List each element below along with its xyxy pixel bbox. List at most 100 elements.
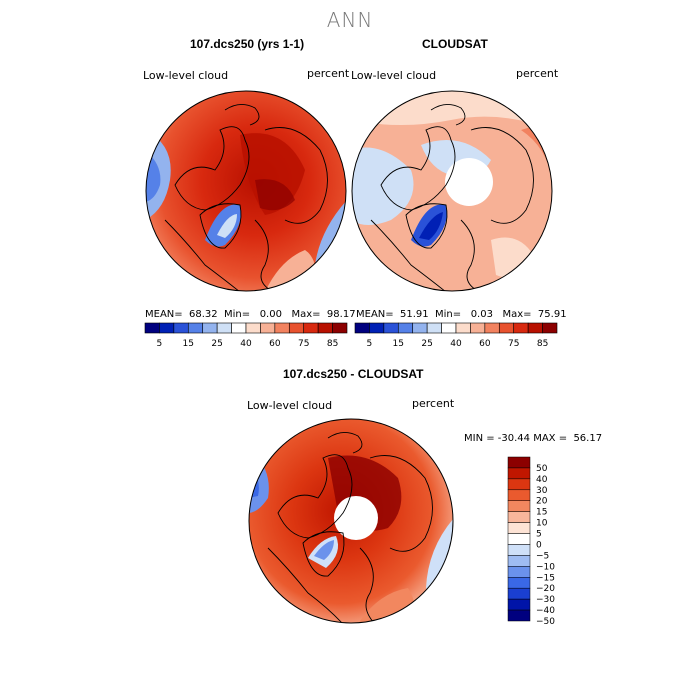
colorbar-swatch <box>507 566 531 578</box>
colorbar-swatch <box>144 322 160 334</box>
colorbar-tick-label: −40 <box>536 606 555 616</box>
panel2-colorbar-swatches <box>354 322 558 334</box>
panel2-variable: Low-level cloud <box>351 69 437 82</box>
colorbar-swatch <box>369 322 385 334</box>
colorbar-tick-label: 15 <box>183 339 194 348</box>
colorbar-swatch <box>159 322 175 334</box>
panel2-max-value: 75.91 <box>537 309 567 320</box>
colorbar-swatch <box>231 322 247 334</box>
colorbar-swatch <box>173 322 189 334</box>
colorbar-swatch <box>507 577 531 589</box>
colorbar-swatch <box>397 322 414 334</box>
colorbar-tick-label: 40 <box>536 475 548 485</box>
colorbar-tick-label: 40 <box>240 339 252 348</box>
colorbar-swatch <box>507 522 531 534</box>
colorbar-swatch <box>507 533 531 545</box>
colorbar-swatch <box>507 489 531 501</box>
colorbar-tick-label: 15 <box>393 339 404 348</box>
colorbar-swatch <box>507 511 531 523</box>
colorbar-tick-label: 5 <box>157 339 163 348</box>
panel2-title: CLOUDSAT <box>422 37 488 51</box>
colorbar-swatch <box>332 322 348 334</box>
panel2-stats: MEAN= 51.91 Min= 0.03 Max= 75.91 <box>356 309 567 320</box>
panel2-colorbar-labels: 515254060758595 <box>367 339 549 348</box>
colorbar-swatch <box>513 322 529 334</box>
panel2-units: percent <box>516 67 559 80</box>
colorbar-swatch <box>507 467 531 480</box>
colorbar-tick-label: 25 <box>421 339 432 348</box>
colorbar-swatch <box>507 609 531 622</box>
panel1-max-label: Max= <box>291 309 321 320</box>
colorbar-swatch <box>288 322 305 334</box>
panel1-colorbar-labels: 515254060758595 <box>157 339 339 348</box>
panel1-min-label: Min= <box>224 309 251 320</box>
panel1-colorbar-swatches <box>144 322 348 334</box>
colorbar-swatch <box>507 500 531 512</box>
colorbar-tick-label: −30 <box>536 595 555 605</box>
panel1-max-value: 98.17 <box>326 309 356 320</box>
colorbar-tick-label: 5 <box>536 530 542 540</box>
panel2-colorbar: 515254060758595 <box>354 322 558 348</box>
colorbar-tick-label: 60 <box>269 339 281 348</box>
panel2-min-value: 0.03 <box>470 309 493 320</box>
colorbar-swatch <box>383 322 399 334</box>
colorbar-swatch <box>542 322 558 334</box>
panel1-variable: Low-level cloud <box>143 69 229 82</box>
colorbar-swatch <box>470 322 486 334</box>
colorbar-swatch <box>187 322 204 334</box>
panel1-mean-value: 68.32 <box>189 309 218 320</box>
panel1-mean-label: MEAN= <box>145 309 183 320</box>
panel1-units: percent <box>307 67 350 80</box>
colorbar-tick-label: 75 <box>508 339 519 348</box>
colorbar-tick-label: −10 <box>536 562 555 572</box>
colorbar-tick-label: 30 <box>536 486 548 496</box>
panel3-title: 107.dcs250 - CLOUDSAT <box>283 367 424 381</box>
panel1-title: 107.dcs250 (yrs 1-1) <box>190 37 305 51</box>
main-title: ANN <box>326 8 374 32</box>
panel2-polar-map <box>351 90 553 292</box>
colorbar-swatch <box>303 322 319 334</box>
panel2-max-label: Max= <box>502 309 532 320</box>
colorbar-swatch <box>412 322 428 334</box>
colorbar-swatch <box>317 322 333 334</box>
colorbar-tick-label: 5 <box>367 339 373 348</box>
panel3-variable: Low-level cloud <box>247 399 333 412</box>
colorbar-swatch <box>202 322 218 334</box>
panel3-minmax: MIN = -30.44 MAX = 56.17 <box>464 433 603 444</box>
colorbar-swatch <box>216 322 232 334</box>
colorbar-tick-label: 50 <box>536 464 548 474</box>
colorbar-swatch <box>426 322 442 334</box>
colorbar-swatch <box>498 322 515 334</box>
colorbar-swatch <box>441 322 457 334</box>
colorbar-swatch <box>507 587 531 600</box>
colorbar-swatch <box>455 322 471 334</box>
colorbar-tick-label: 60 <box>479 339 491 348</box>
colorbar-tick-label: 85 <box>537 339 548 348</box>
colorbar-swatch <box>507 456 531 469</box>
panel2-mean-label: MEAN= <box>356 309 394 320</box>
colorbar-swatch <box>245 322 261 334</box>
panel2-mean-value: 51.91 <box>400 309 429 320</box>
panel3-colorbar-swatches <box>507 456 531 622</box>
colorbar-swatch <box>260 322 276 334</box>
colorbar-tick-label: 10 <box>536 519 548 529</box>
colorbar-swatch <box>507 544 531 556</box>
panel3-units: percent <box>412 397 455 410</box>
colorbar-swatch <box>274 322 290 334</box>
panel1-colorbar: 515254060758595 <box>144 322 348 348</box>
colorbar-tick-label: 0 <box>536 540 542 550</box>
colorbar-swatch <box>484 322 500 334</box>
colorbar-tick-label: 85 <box>327 339 338 348</box>
panel2-min-label: Min= <box>435 309 462 320</box>
panel1-polar-map <box>145 90 347 292</box>
colorbar-swatch <box>507 598 531 611</box>
colorbar-tick-label: −5 <box>536 551 549 561</box>
panel3-polar-map <box>248 418 454 624</box>
colorbar-tick-label: 25 <box>211 339 222 348</box>
colorbar-tick-label: −15 <box>536 573 555 583</box>
colorbar-tick-label: −20 <box>536 584 555 594</box>
colorbar-tick-label: 15 <box>536 508 547 518</box>
panel1-stats: MEAN= 68.32 Min= 0.00 Max= 98.17 <box>145 309 356 320</box>
